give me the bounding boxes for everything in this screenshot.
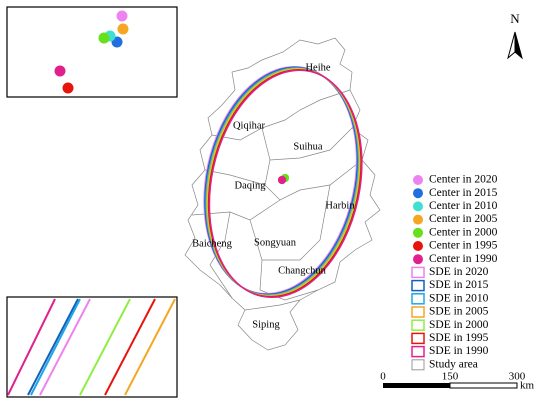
legend-label: Center in 2020 bbox=[429, 174, 498, 186]
sde-segment bbox=[104, 298, 156, 396]
center-point-zoom bbox=[98, 32, 110, 44]
legend-label: Center in 2000 bbox=[429, 226, 498, 238]
scale-label: 150 bbox=[442, 371, 459, 383]
legend-label: SDE in 1990 bbox=[429, 345, 489, 357]
legend-label: Center in 1990 bbox=[429, 253, 498, 265]
legend-label: SDE in 2005 bbox=[429, 306, 489, 318]
legend-label: SDE in 1995 bbox=[429, 332, 489, 344]
north-label: N bbox=[510, 11, 520, 26]
sde-segment bbox=[124, 298, 176, 396]
legend-label: SDE in 2020 bbox=[429, 266, 489, 278]
legend-swatch bbox=[411, 332, 425, 345]
legend-swatch bbox=[413, 175, 423, 185]
city-labels: Heihe Qiqihar Suihua Daqing Harbin Baicheng So… bbox=[192, 62, 355, 330]
scale-unit: km bbox=[520, 380, 535, 392]
legend-swatch bbox=[413, 254, 423, 265]
city-label: Changchun bbox=[278, 265, 327, 276]
legend-label: Study area bbox=[429, 358, 478, 370]
center-points bbox=[278, 174, 289, 184]
city-label: Harbin bbox=[325, 200, 355, 211]
center-point-zoom bbox=[117, 23, 129, 35]
legend-swatch bbox=[413, 201, 423, 212]
city-label: Songyuan bbox=[254, 237, 297, 248]
sde-segment bbox=[27, 298, 79, 396]
scale-segment bbox=[449, 382, 518, 389]
sde-ellipse bbox=[208, 69, 363, 299]
sde-segment bbox=[7, 298, 56, 396]
inset-centers bbox=[6, 6, 178, 98]
legend-swatch bbox=[413, 214, 423, 225]
legend-label: Center in 2010 bbox=[429, 200, 498, 212]
legend-swatch bbox=[411, 279, 425, 292]
city-label: Qiqihar bbox=[233, 120, 266, 131]
city-label: Siping bbox=[252, 319, 280, 330]
legend-swatch bbox=[411, 293, 425, 305]
legend-label: Center in 1995 bbox=[429, 240, 498, 252]
legend-swatch bbox=[413, 241, 423, 251]
sde-ellipses bbox=[203, 65, 363, 299]
sde-segment bbox=[39, 298, 91, 396]
center-point bbox=[278, 176, 286, 184]
center-point-zoom bbox=[62, 82, 74, 94]
legend-label: SDE in 2015 bbox=[429, 279, 489, 291]
legend-swatch bbox=[411, 345, 425, 358]
legend-swatch bbox=[413, 188, 423, 199]
sde-segment bbox=[30, 298, 81, 396]
scale-label: 0 bbox=[380, 371, 386, 383]
legend-swatch bbox=[411, 306, 425, 318]
city-label: Baicheng bbox=[192, 238, 232, 249]
legend-swatch bbox=[413, 227, 423, 238]
legend-swatch bbox=[411, 319, 425, 331]
legend-label: SDE in 2000 bbox=[429, 319, 489, 331]
city-label: Daqing bbox=[235, 180, 267, 191]
sde-segment bbox=[79, 298, 131, 396]
city-label: Suihua bbox=[293, 141, 323, 152]
legend-swatch bbox=[411, 266, 425, 279]
legend-swatch bbox=[411, 359, 425, 371]
legend-label: SDE in 2010 bbox=[429, 292, 489, 304]
scale-segment bbox=[383, 383, 450, 388]
legend-label: Center in 2005 bbox=[429, 213, 498, 225]
legend-label: Center in 2015 bbox=[429, 187, 498, 199]
study-area bbox=[184, 37, 381, 351]
city-label: Heihe bbox=[305, 62, 330, 73]
north-arrow: N bbox=[507, 11, 523, 60]
inset-ellipses bbox=[6, 296, 178, 398]
scale-label: 300 bbox=[509, 371, 526, 383]
center-point-zoom bbox=[54, 65, 66, 77]
center-point-zoom bbox=[116, 10, 128, 22]
